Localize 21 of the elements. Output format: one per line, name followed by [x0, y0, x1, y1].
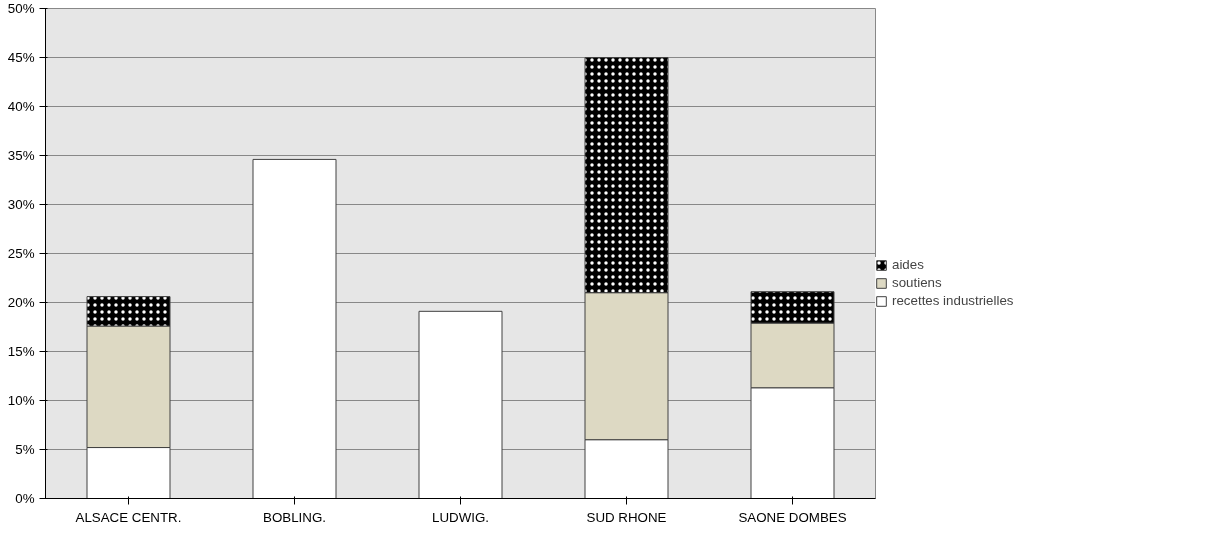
x-tick-label: LUDWIG. [431, 509, 490, 525]
y-tick-label: 20% [7, 295, 35, 310]
y-tick-label: 45% [7, 50, 35, 65]
y-tick-label: 40% [7, 99, 35, 114]
y-tick-label: 50% [7, 1, 35, 16]
y-tick-label: 5% [15, 442, 35, 457]
x-tick-label: SUD RHONE [586, 509, 667, 525]
y-tick-label: 35% [7, 148, 35, 163]
y-tick-label: 10% [7, 393, 35, 408]
bar [252, 158, 337, 499]
y-tick-label: 15% [7, 344, 35, 359]
y-tick-label: 25% [7, 246, 35, 261]
y-tick-label: 0% [15, 491, 35, 506]
x-tick-label: BOBLING. [263, 509, 326, 525]
legend-label: aides [892, 257, 924, 272]
y-tick-label: 30% [7, 197, 35, 212]
x-tick-label: SAONE DOMBES [738, 509, 847, 525]
bar [418, 310, 503, 499]
legend-label: recettes industrielles [892, 293, 1014, 308]
legend-label: soutiens [892, 275, 942, 290]
x-tick-label: ALSACE CENTR. [75, 509, 182, 525]
